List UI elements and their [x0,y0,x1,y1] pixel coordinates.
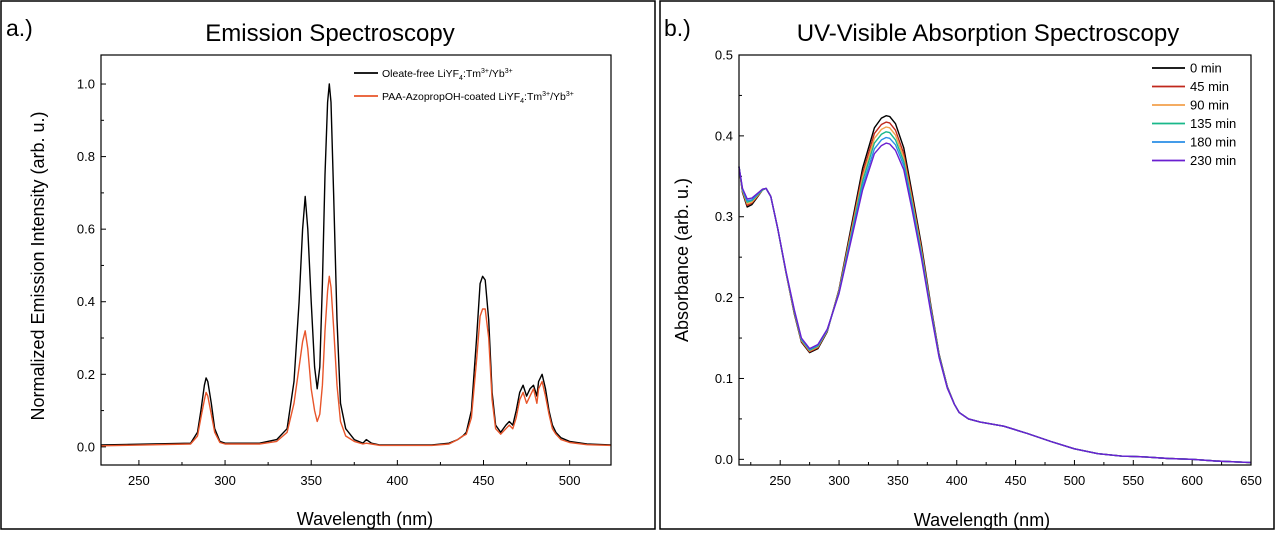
panel-b-ylabel: Absorbance (arb. u.) [672,178,692,342]
x-tick-label: 500 [559,473,581,488]
panel-a-title: Emission Spectroscopy [205,20,454,47]
y-tick-label: 0.5 [715,48,733,63]
panel-a-plot-frame [100,54,612,466]
panel-b-title: UV-Visible Absorption Spectroscopy [797,20,1179,47]
y-tick-label: 0.4 [77,294,95,309]
panel-a-series [100,83,612,447]
y-tick-label: 0.1 [715,371,733,386]
legend-label-90-min: 90 min [1190,98,1229,113]
panel-a: a.) Emission Spectroscopy Wavelength (nm… [0,0,656,530]
legend-label-230-min: 230 min [1190,153,1236,168]
panel-b-plot-frame [738,54,1252,466]
legend-label-0-min: 0 min [1190,61,1222,76]
x-tick-label: 450 [1005,473,1027,488]
x-tick-label: 300 [214,473,236,488]
x-tick-label: 400 [386,473,408,488]
y-tick-label: 0.0 [715,452,733,467]
series-line-135-min [738,131,1252,464]
series-line-230-min [738,142,1252,464]
legend-label-45-min: 45 min [1190,79,1229,94]
panel-b-legend: 0 min 45 min 90 min 135 min 180 min 230 min [1152,61,1236,168]
series-line-0-min [738,115,1252,464]
panel-a-legend: Oleate-free LiYF4:Tm3+/Yb3+ PAA-AzopropO… [354,68,574,105]
x-tick-label: 650 [1240,473,1262,488]
panel-a-xlabel: Wavelength (nm) [297,509,433,529]
legend-label-paa-coated: PAA-AzopropOH-coated LiYF4:Tm3+/Yb3+ [382,91,574,105]
panel-a-ticks: 250 300 350 400 450 500 0.0 0.2 0.4 0.6 0.8 1.0 [77,77,581,488]
y-tick-label: 1.0 [77,77,95,92]
panel-b-ticks: 250 300 350 400 450 500 550 600 650 0.0 0.1 0.2 0.3 0… [715,48,1262,489]
y-tick-label: 0.2 [77,367,95,382]
y-tick-label: 0.2 [715,290,733,305]
x-tick-label: 550 [1122,473,1144,488]
x-tick-label: 250 [128,473,150,488]
y-tick-label: 0.4 [715,128,733,143]
panel-b-border [659,0,1275,530]
panel-b-xlabel: Wavelength (nm) [914,510,1050,530]
y-tick-label: 0.3 [715,209,733,224]
x-tick-label: 500 [1064,473,1086,488]
series-line-180-min [738,136,1252,464]
x-tick-label: 400 [946,473,968,488]
legend-label-180-min: 180 min [1190,135,1236,150]
y-tick-label: 0.0 [77,439,95,454]
x-tick-label: 350 [887,473,909,488]
x-tick-label: 600 [1181,473,1203,488]
panel-b-series [738,115,1252,464]
x-tick-label: 250 [769,473,791,488]
panel-b: b.) UV-Visible Absorption Spectroscopy W… [659,0,1275,530]
series-line-90-min [738,126,1252,464]
series-line-45-min [738,121,1252,464]
x-tick-label: 450 [473,473,495,488]
x-tick-label: 300 [828,473,850,488]
panel-a-border [0,0,656,530]
y-tick-label: 0.8 [77,149,95,164]
y-tick-label: 0.6 [77,222,95,237]
panel-a-ylabel: Normalized Emission Intensity (arb. u.) [28,111,48,420]
series-line-paa-azopropoh-coated-liyf4-tm3-yb3 [100,275,612,447]
panel-b-label: b.) [664,15,691,41]
legend-label-135-min: 135 min [1190,116,1236,131]
legend-label-oleate-free: Oleate-free LiYF4:Tm3+/Yb3+ [382,68,513,82]
x-tick-label: 350 [300,473,322,488]
panel-a-label: a.) [6,15,33,41]
